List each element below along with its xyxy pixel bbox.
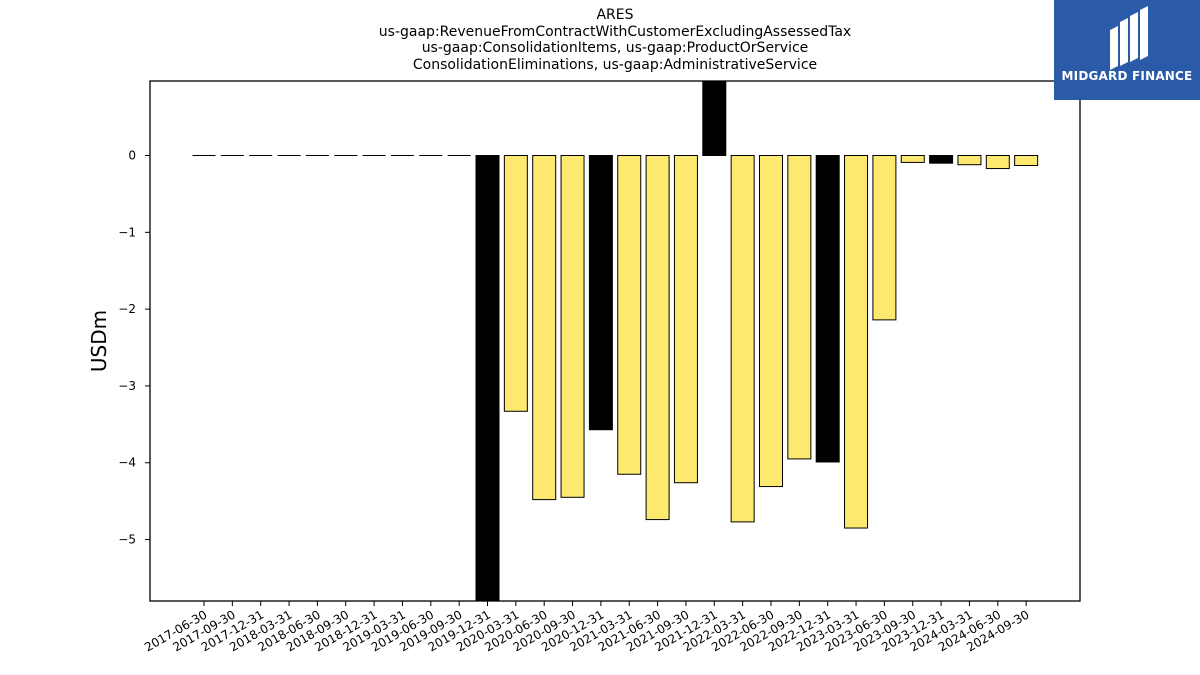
bar (730, 155, 755, 523)
y-tick-label: −3 (118, 379, 136, 393)
bar (759, 155, 783, 488)
brand-logo: MIDGARD FINANCE (1054, 0, 1200, 100)
bar (929, 155, 954, 164)
logo-mark-icon (1110, 6, 1148, 70)
bar (872, 155, 897, 321)
y-tick-label: 0 (128, 149, 136, 163)
bar (617, 155, 642, 475)
y-axis-label: USDm (87, 310, 111, 372)
bar (475, 155, 500, 602)
bar (900, 155, 925, 163)
bar (702, 80, 727, 157)
bar (815, 155, 840, 463)
title-line: us-gaap:ConsolidationItems, us-gaap:Prod… (421, 40, 809, 56)
bar (957, 155, 982, 166)
bar (645, 155, 670, 521)
y-tick-label: −4 (118, 456, 136, 470)
bar (844, 155, 869, 529)
bar (588, 155, 613, 431)
title-line: ConsolidationEliminations, us-gaap:Admin… (412, 56, 818, 73)
bar (787, 155, 812, 460)
plot-frame (149, 80, 1081, 602)
y-tick-label: −5 (118, 533, 136, 547)
bar (532, 155, 557, 501)
title-line: ARES (596, 7, 634, 23)
bar (1014, 155, 1039, 166)
y-tick-label: −1 (118, 225, 136, 239)
y-tick-label: −2 (118, 302, 136, 316)
bar (560, 155, 585, 498)
bar (985, 155, 1010, 170)
title-line: us-gaap:RevenueFromContractWithCustomerE… (378, 23, 852, 40)
bar (503, 155, 528, 412)
bar (673, 155, 698, 484)
chart-title: ARES us-gaap:RevenueFromContractWithCusto… (150, 7, 1080, 73)
logo-text: MIDGARD FINANCE (1061, 69, 1193, 83)
